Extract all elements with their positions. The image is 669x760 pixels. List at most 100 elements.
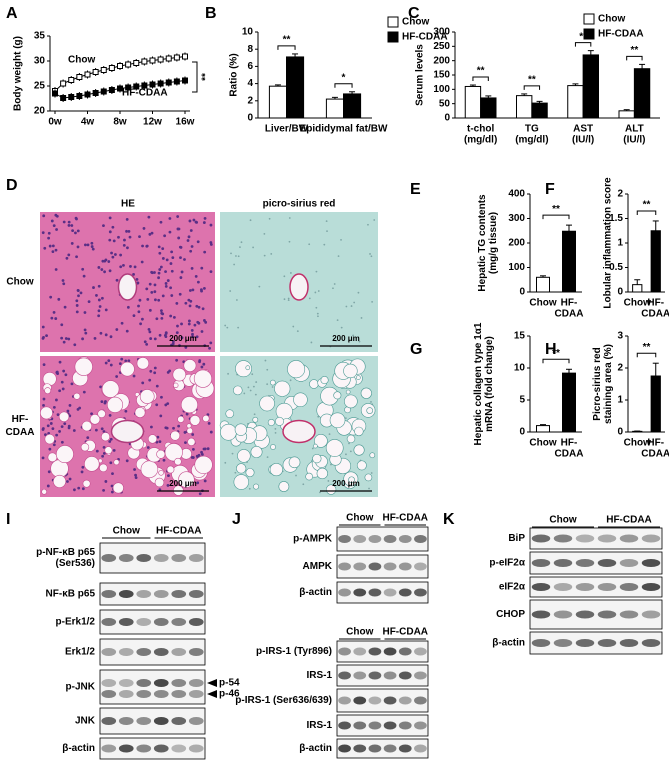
blot-band — [338, 535, 351, 543]
nucleus — [175, 358, 179, 362]
point — [173, 54, 180, 61]
nucleus — [57, 297, 61, 301]
blot-band — [597, 559, 617, 567]
nucleus — [287, 297, 290, 300]
nucleus — [48, 447, 52, 451]
nucleus — [150, 270, 154, 274]
blot-band — [575, 583, 595, 591]
blot-band — [641, 534, 661, 543]
blot-band — [383, 744, 397, 753]
blot-band — [338, 588, 351, 597]
annotation: ** — [643, 342, 651, 353]
nucleus — [97, 284, 101, 288]
nucleus — [345, 453, 347, 456]
lipid-droplet — [183, 359, 197, 372]
nucleus — [108, 413, 112, 417]
lipid-droplet — [55, 445, 74, 464]
nucleus — [84, 243, 87, 247]
blot-band — [414, 562, 427, 571]
nucleus — [100, 400, 104, 404]
nucleus — [196, 320, 200, 324]
nucleus — [224, 461, 227, 464]
nucleus — [58, 360, 62, 364]
blot-band — [136, 554, 152, 562]
y-tick-label: 5 — [519, 395, 525, 406]
nucleus — [109, 437, 113, 441]
nucleus — [231, 452, 234, 455]
row-label: p-IRS-1 (Ser636/639) — [235, 695, 332, 706]
nucleus — [109, 363, 113, 367]
column-label: picro-sirius red — [263, 199, 336, 210]
nucleus — [112, 448, 116, 452]
lipid-droplet — [189, 415, 201, 426]
nucleus — [70, 382, 74, 386]
nucleus — [60, 380, 64, 384]
nucleus — [155, 384, 159, 388]
nucleus — [60, 336, 64, 340]
nucleus — [200, 453, 204, 456]
blot-band — [136, 744, 152, 753]
nucleus — [188, 319, 191, 323]
nucleus — [328, 433, 331, 435]
row-label: Chow — [6, 277, 33, 288]
nucleus — [201, 307, 205, 311]
nucleus — [154, 298, 157, 302]
blot-band — [188, 744, 204, 753]
blot-band — [619, 610, 639, 619]
nucleus — [141, 244, 144, 248]
nucleus — [160, 311, 164, 315]
nucleus — [74, 231, 77, 235]
nucleus — [237, 326, 240, 329]
nucleus — [150, 231, 154, 235]
vessel — [117, 273, 138, 301]
nucleus — [117, 235, 120, 239]
row-label: IRS-1 — [306, 670, 332, 681]
lipid-droplet — [225, 409, 235, 419]
annotation: ** — [552, 348, 560, 359]
blot-band — [575, 534, 595, 543]
nucleus — [142, 227, 146, 230]
bar — [650, 375, 661, 433]
y-tick-label: 300 — [433, 27, 450, 38]
nucleus — [56, 413, 60, 417]
nucleus — [198, 492, 202, 496]
lipid-droplet — [253, 483, 260, 490]
nucleus — [160, 309, 163, 313]
x-tick-label: HF- — [647, 298, 664, 309]
nucleus — [208, 346, 211, 350]
nucleus — [136, 281, 140, 285]
nucleus — [103, 401, 107, 405]
blot-band — [553, 559, 573, 567]
legend-label: Chow — [598, 14, 625, 25]
nucleus — [169, 262, 173, 265]
blot-strip — [99, 737, 206, 760]
row-label: JNK — [75, 716, 96, 727]
lipid-droplet — [202, 414, 210, 423]
nucleus — [171, 340, 175, 344]
point — [68, 77, 75, 83]
nucleus — [237, 255, 240, 258]
blot-band — [619, 583, 639, 591]
nucleus — [153, 366, 157, 370]
y-tick-label: 30 — [34, 56, 46, 67]
point — [149, 57, 156, 64]
nucleus — [67, 424, 71, 428]
blot-band — [353, 647, 367, 656]
nucleus — [203, 479, 207, 483]
row-label: NF-κB p65 — [46, 589, 96, 600]
nucleus — [133, 265, 137, 269]
panel-label: A — [6, 5, 18, 22]
point — [117, 63, 123, 69]
nucleus — [158, 268, 162, 271]
lipid-droplet — [252, 416, 259, 423]
nucleus — [249, 219, 252, 222]
nucleus — [114, 253, 117, 256]
lipid-droplet — [74, 357, 93, 376]
nucleus — [102, 451, 106, 455]
nucleus — [81, 337, 84, 341]
nucleus — [184, 301, 188, 305]
lipid-droplet — [99, 463, 108, 473]
nucleus — [104, 308, 108, 312]
annotation: ** — [283, 35, 291, 46]
point — [108, 65, 115, 71]
